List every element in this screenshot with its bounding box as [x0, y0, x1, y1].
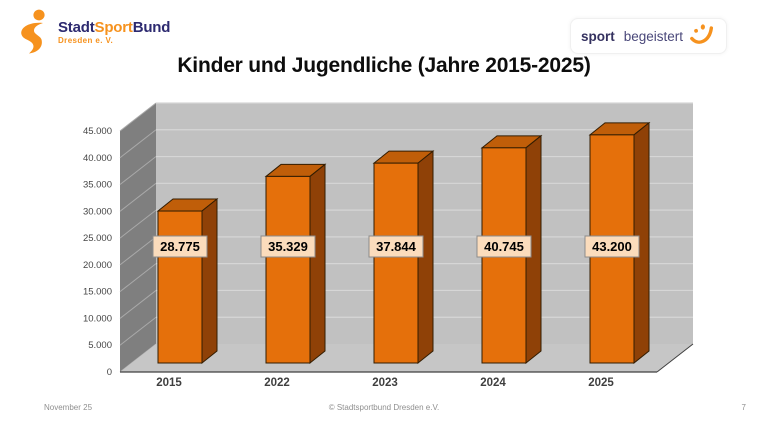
logo-word-bund: Bund	[132, 18, 171, 36]
side-wall-gridline	[119, 316, 157, 346]
bar-value-label-box	[260, 235, 316, 258]
bar-value-label-box	[152, 235, 208, 258]
bar-value-label-box	[368, 235, 424, 258]
y-axis-tick-label: 30.000	[83, 206, 112, 217]
bar-value-label: 28.775	[160, 239, 200, 254]
y-axis-tick-label: 40.000	[83, 153, 112, 164]
y-axis-tick-label: 45.000	[83, 126, 112, 137]
y-axis-tick-label: 15.000	[83, 287, 112, 298]
bar-value-label: 37.844	[376, 239, 417, 254]
y-axis-tick-label: 5.000	[88, 340, 112, 351]
side-wall-gridline	[119, 290, 157, 319]
logo-word-stadt: Stadt	[58, 18, 95, 36]
side-wall-gridline	[119, 156, 157, 185]
x-axis-category-label: 2025	[588, 377, 614, 389]
y-axis-tick-label: 10.000	[83, 313, 112, 324]
x-axis-category-label: 2024	[480, 377, 506, 389]
bar-value-label-box	[584, 235, 640, 258]
bar-side-face	[309, 163, 326, 365]
swoosh-figure-icon	[21, 9, 45, 54]
bar-value-label-box	[476, 235, 532, 258]
x-axis-category-label: 2023	[372, 377, 398, 389]
side-wall-gridline	[119, 182, 157, 212]
logo-right-word2: begeistert	[623, 28, 684, 44]
logo-wordmark: StadtSportBund	[58, 20, 170, 35]
x-axis-category-label: 2022	[264, 377, 290, 389]
stadtsportbund-logo: StadtSportBund Dresden e. V.	[12, 8, 170, 56]
page-title: Kinder und Jugendliche (Jahre 2015-2025)	[177, 54, 591, 77]
side-wall-gridline	[119, 102, 157, 132]
side-wall-gridline	[119, 263, 157, 293]
logo-text: StadtSportBund Dresden e. V.	[58, 20, 170, 45]
bar-value-label: 40.745	[484, 239, 524, 254]
bar-value-label: 43.200	[592, 239, 632, 254]
logo-word-sport: Sport	[94, 18, 133, 36]
side-wall-gridline	[119, 236, 157, 266]
x-axis-category-label: 2015	[156, 377, 182, 389]
footer-copyright: © Stadtsportbund Dresden e.V.	[328, 403, 440, 412]
y-axis-tick-label: 35.000	[83, 180, 112, 191]
logo-subtitle: Dresden e. V.	[58, 35, 114, 45]
y-axis-tick-label: 20.000	[83, 260, 112, 271]
y-axis-tick-label: 25.000	[83, 233, 112, 244]
bar-front-face	[157, 210, 203, 364]
bar-front-face	[265, 175, 311, 364]
logo-right-word1: sport	[581, 28, 615, 44]
floor-right-edge	[656, 343, 694, 373]
bar-value-label: 35.329	[268, 239, 308, 254]
footer-date: November 25	[44, 403, 93, 412]
chart-side-wall	[120, 102, 156, 372]
bar-chart-canvas: 0 5.000 10.000 15.000 20.000 25.000 30.000 35.0…	[83, 102, 694, 389]
sport-begeistert-logo: sport begeistert	[570, 18, 728, 54]
side-wall-gridline	[119, 129, 157, 159]
bar-front-face	[373, 162, 419, 364]
smiley-icon	[690, 24, 714, 44]
footer-page-number: 7	[741, 403, 746, 412]
bar-side-face	[201, 197, 218, 365]
y-axis-tick-label: 0	[107, 367, 112, 378]
side-wall-gridline	[119, 209, 157, 239]
